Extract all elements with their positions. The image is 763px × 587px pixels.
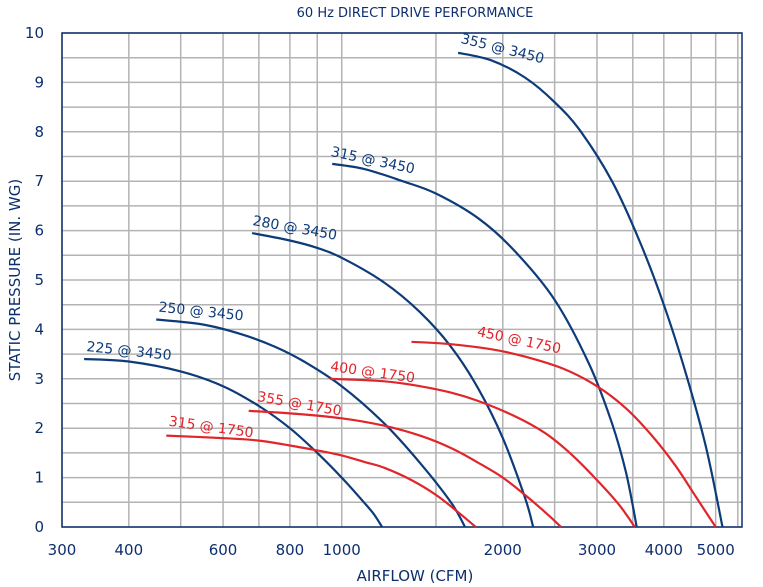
x-tick-labels: 300 400 600 800 1000 2000 3000 4000 5000 <box>48 541 735 559</box>
series-label-280-3450: 280 @ 3450 <box>251 213 338 244</box>
y-axis-label: STATIC PRESSURE (IN. WG) <box>6 179 24 381</box>
y-tick-label: 5 <box>34 271 44 289</box>
x-tick-label: 300 <box>48 541 77 559</box>
series-line-450-1750 <box>411 340 717 528</box>
y-tick-labels: 0 1 2 3 4 5 6 7 8 9 10 <box>25 24 44 536</box>
series-line-355-1750 <box>248 409 562 528</box>
series-line-400-1750 <box>329 377 636 528</box>
y-tick-label: 2 <box>34 419 44 437</box>
x-tick-label: 3000 <box>578 541 616 559</box>
x-tick-label: 400 <box>115 541 144 559</box>
y-tick-label: 8 <box>34 123 44 141</box>
y-tick-label: 4 <box>34 320 44 338</box>
y-tick-label: 10 <box>25 24 44 42</box>
y-tick-label: 0 <box>34 518 44 536</box>
x-tick-label: 5000 <box>697 541 735 559</box>
series-line-280-3450 <box>251 232 535 528</box>
plot-frame <box>61 32 743 528</box>
y-tick-label: 1 <box>34 469 44 487</box>
series-line-315-1750 <box>166 434 477 528</box>
chart-title: 60 Hz DIRECT DRIVE PERFORMANCE <box>297 6 534 21</box>
series-line-355-3450 <box>457 51 724 528</box>
series-line-225-3450 <box>84 357 384 528</box>
x-tick-label: 800 <box>276 541 305 559</box>
grid-lines <box>61 32 742 528</box>
y-tick-label: 3 <box>34 370 44 388</box>
y-tick-label: 6 <box>34 222 44 240</box>
x-tick-label: 600 <box>209 541 238 559</box>
series-lines <box>84 51 724 528</box>
x-tick-label: 2000 <box>484 541 522 559</box>
x-tick-label: 1000 <box>323 541 361 559</box>
series-line-250-3450 <box>156 318 466 528</box>
y-tick-label: 7 <box>34 172 44 190</box>
series-line-315-3450 <box>332 162 638 528</box>
x-axis-label: AIRFLOW (CFM) <box>357 567 474 585</box>
y-tick-label: 9 <box>34 73 44 91</box>
x-tick-label: 4000 <box>645 541 683 559</box>
